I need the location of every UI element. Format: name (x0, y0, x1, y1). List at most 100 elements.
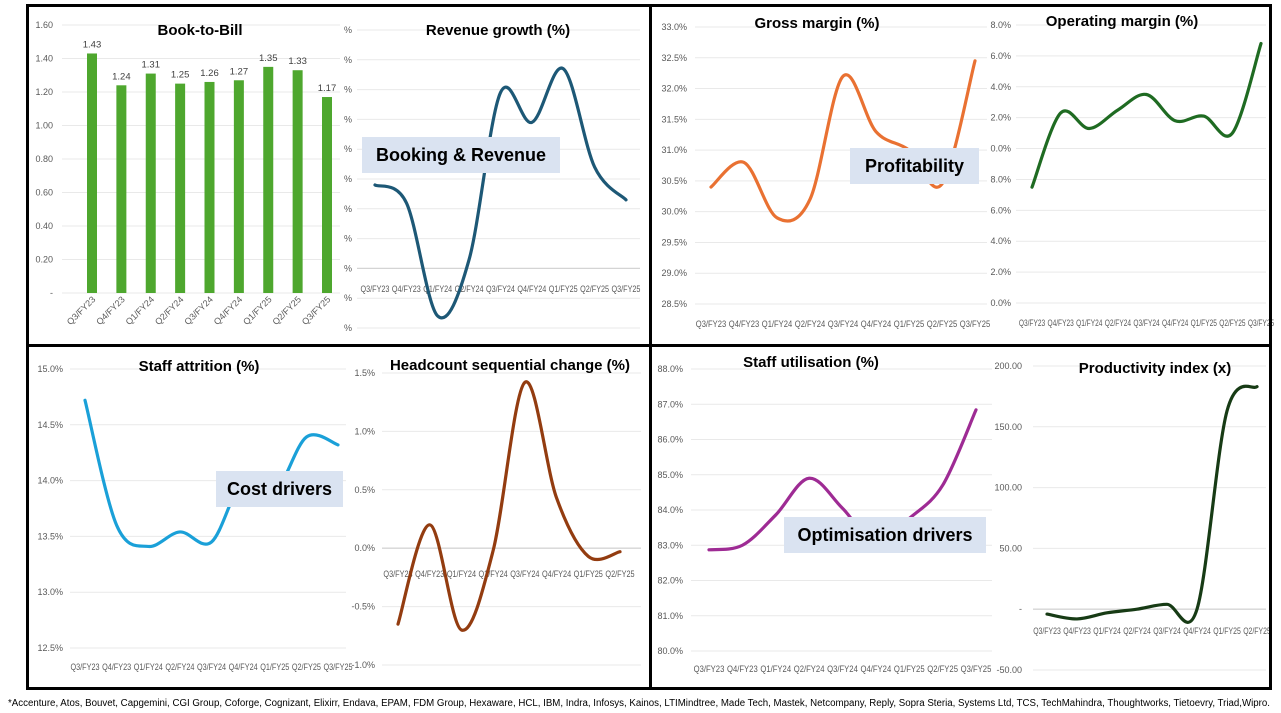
staff-attrition-xtick-label: Q1/FY24 (134, 662, 163, 672)
operating-margin-ytick-label: 2.0% (990, 113, 1011, 123)
headcount-change-ytick-label: 0.5% (354, 485, 375, 495)
headcount-change-ytick-label: 1.5% (354, 368, 375, 378)
book-to-bill-ytick-label: 0.20 (35, 255, 53, 265)
staff-attrition-xtick-label: Q3/FY24 (197, 662, 226, 672)
revenue-growth-xtick-label: Q3/FY24 (486, 284, 515, 294)
book-to-bill-data-label: 1.33 (288, 56, 307, 67)
book-to-bill-bar (145, 73, 156, 293)
book-to-bill-bar (292, 70, 303, 293)
staff-utilisation-xtick-label: Q2/FY24 (794, 664, 825, 674)
gross-margin-xtick-label: Q4/FY23 (729, 319, 759, 329)
operating-margin-xtick-label: Q2/FY25 (1219, 318, 1245, 328)
productivity-index-xtick-label: Q3/FY23 (1033, 626, 1061, 636)
staff-utilisation-ytick-label: 86.0% (657, 435, 683, 445)
staff-attrition-ytick-label: 13.0% (37, 587, 63, 597)
section-label-booking-revenue: Booking & Revenue (362, 137, 560, 173)
staff-attrition-ytick-label: 14.0% (37, 476, 63, 486)
staff-attrition-ytick-label: 13.5% (37, 531, 63, 541)
operating-margin-ytick-label: 6.0% (990, 205, 1011, 215)
revenue-growth-ytick-label: % (344, 85, 352, 95)
headcount-change-ytick-label: 1.0% (354, 426, 375, 436)
productivity-index-xtick-label: Q2/FY24 (1123, 626, 1151, 636)
book-to-bill-bar (233, 80, 244, 294)
horizontal-divider (26, 344, 1272, 347)
staff-attrition-xtick-label: Q2/FY24 (165, 662, 194, 672)
staff-utilisation-ytick-label: 83.0% (657, 540, 683, 550)
operating-margin-xtick-label: Q3/FY23 (1019, 318, 1045, 328)
staff-utilisation-chart: 88.0% 87.0% 86.0% 85.0% 84.0% 83.0% 82.0% 81.0%… (657, 354, 992, 674)
book-to-bill-bar (322, 97, 332, 294)
operating-margin-ytick-label: 0.0% (990, 144, 1011, 154)
book-to-bill-ytick-label: 1.20 (35, 87, 53, 97)
gross-margin-ytick-label: 32.0% (661, 84, 687, 94)
revenue-growth-xtick-label: Q3/FY25 (612, 284, 641, 294)
gross-margin-xtick-label: Q4/FY24 (861, 319, 891, 329)
revenue-growth-ytick-label: % (344, 174, 352, 184)
operating-margin-ytick-label: 2.0% (990, 267, 1011, 277)
revenue-growth-ytick-label: % (344, 114, 352, 124)
staff-utilisation-xtick-label: Q2/FY25 (927, 664, 958, 674)
operating-margin-chart: 8.0% 6.0% 4.0% 2.0% 0.0% 8.0% 6.0% 4.0% 2.0% 0.0%… (990, 13, 1274, 328)
productivity-index-ytick-label: - (1019, 604, 1022, 614)
staff-utilisation-xtick-label: Q1/FY24 (760, 664, 791, 674)
revenue-growth-chart: %%%%%%%%%%%Q3/FY23 Q4/FY23 Q1/FY24 Q2/FY24 Q… (344, 22, 640, 333)
staff-utilisation-ytick-label: 82.0% (657, 576, 683, 586)
gross-margin-xtick-label: Q3/FY23 (696, 319, 726, 329)
gross-margin-chart: 33.0% 32.5% 32.0% 31.5% 31.0% 30.5% 30.0% 29.5%… (661, 15, 990, 329)
gross-margin-title: Gross margin (%) (754, 15, 879, 32)
gross-margin-ytick-label: 32.5% (661, 53, 687, 63)
book-to-bill-ytick-label: 0.80 (35, 154, 53, 164)
book-to-bill-bar (204, 81, 215, 293)
gross-margin-ytick-label: 30.5% (661, 176, 687, 186)
book-to-bill-ytick-label: 1.60 (35, 20, 53, 30)
gross-margin-xtick-label: Q2/FY25 (927, 319, 957, 329)
gross-margin-ytick-label: 31.0% (661, 145, 687, 155)
headcount-change-title: Headcount sequential change (%) (390, 357, 630, 374)
operating-margin-xtick-label: Q1/FY24 (1076, 318, 1102, 328)
book-to-bill-ytick-label: 0.40 (35, 221, 53, 231)
revenue-growth-xtick-label: Q4/FY23 (392, 284, 421, 294)
staff-utilisation-xtick-label: Q3/FY25 (961, 664, 992, 674)
headcount-change-ytick-label: 0.0% (354, 543, 375, 553)
revenue-growth-ytick-label: % (344, 263, 352, 273)
gross-margin-xtick-label: Q3/FY24 (828, 319, 858, 329)
revenue-growth-xtick-label: Q1/FY25 (549, 284, 578, 294)
headcount-change-xtick-label: Q2/FY24 (479, 569, 508, 579)
section-label-cost-drivers: Cost drivers (216, 471, 343, 507)
book-to-bill-ytick-label: 1.40 (35, 54, 53, 64)
gross-margin-xtick-label: Q1/FY24 (762, 319, 792, 329)
gross-margin-xtick-label: Q1/FY25 (894, 319, 924, 329)
staff-attrition-xtick-label: Q2/FY25 (292, 662, 321, 672)
revenue-growth-ytick-label: % (344, 234, 352, 244)
staff-attrition-xtick-label: Q4/FY23 (102, 662, 131, 672)
operating-margin-xtick-label: Q3/FY24 (1133, 318, 1159, 328)
headcount-change-ytick-label: -0.5% (351, 602, 375, 612)
book-to-bill-data-label: 1.25 (171, 70, 190, 81)
gross-margin-ytick-label: 29.0% (661, 268, 687, 278)
revenue-growth-xtick-label: Q3/FY23 (361, 284, 390, 294)
gross-margin-ytick-label: 31.5% (661, 114, 687, 124)
staff-utilisation-xtick-label: Q4/FY23 (727, 664, 758, 674)
section-label-profitability: Profitability (850, 148, 979, 184)
revenue-growth-ytick-label: % (344, 144, 352, 154)
revenue-growth-ytick-label: % (344, 323, 352, 333)
footnote-text: *Accenture, Atos, Bouvet, Capgemini, CGI… (8, 698, 1270, 709)
productivity-index-xtick-label: Q3/FY24 (1153, 626, 1181, 636)
staff-utilisation-xtick-label: Q4/FY24 (861, 664, 892, 674)
operating-margin-ytick-label: 6.0% (990, 51, 1011, 61)
book-to-bill-data-label: 1.27 (230, 66, 249, 77)
headcount-change-xtick-label: Q3/FY24 (510, 569, 539, 579)
headcount-change-xtick-label: Q1/FY24 (447, 569, 476, 579)
staff-attrition-xtick-label: Q3/FY25 (323, 662, 352, 672)
productivity-index-xtick-label: Q4/FY23 (1063, 626, 1091, 636)
staff-utilisation-ytick-label: 85.0% (657, 470, 683, 480)
headcount-change-xtick-label: Q2/FY25 (605, 569, 634, 579)
revenue-growth-ytick-label: % (344, 25, 352, 35)
staff-attrition-xtick-label: Q3/FY23 (70, 662, 99, 672)
headcount-change-xtick-label: Q4/FY23 (415, 569, 444, 579)
section-label-optimisation-drivers: Optimisation drivers (784, 517, 986, 553)
staff-attrition-ytick-label: 14.5% (37, 420, 63, 430)
staff-utilisation-ytick-label: 80.0% (657, 646, 683, 656)
